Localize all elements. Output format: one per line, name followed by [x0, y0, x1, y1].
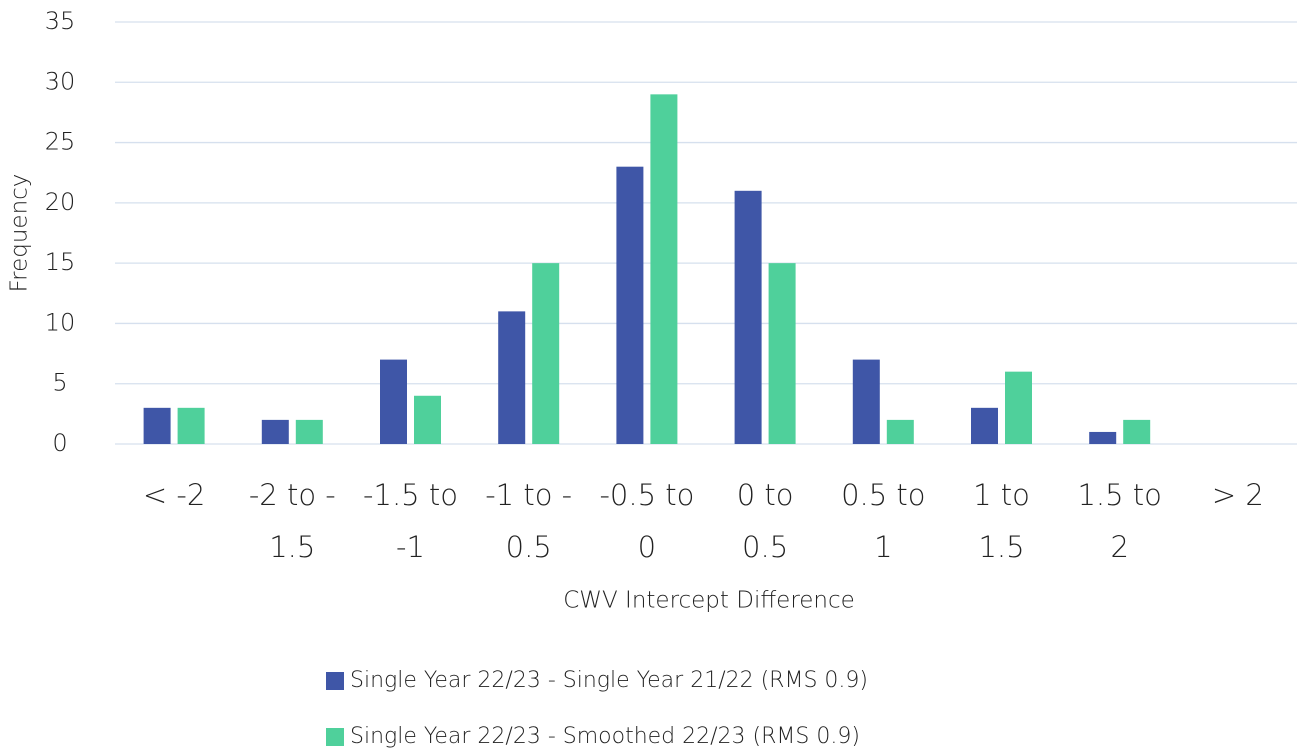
x-tick-label: -2 to -	[249, 478, 336, 512]
x-tick-label: 0	[638, 530, 656, 564]
bar	[886, 419, 914, 444]
bar	[852, 359, 880, 444]
x-tick-label: 0.5	[742, 530, 788, 564]
bar	[650, 94, 678, 444]
legend-label: Single Year 22/23 - Single Year 21/22 (R…	[350, 668, 868, 693]
bar	[261, 419, 289, 444]
bar	[1123, 419, 1151, 444]
x-tick-label: -1 to -	[485, 478, 572, 512]
bar	[971, 407, 998, 444]
x-tick-label: 1.5	[269, 530, 315, 564]
y-tick-label: 15	[45, 248, 76, 276]
x-tick-label: -0.5 to	[599, 478, 694, 512]
x-tick-label: 0 to	[737, 478, 794, 512]
x-tick-label: -1	[396, 530, 425, 564]
bar	[768, 263, 796, 444]
bar	[143, 407, 171, 444]
y-tick-label: 25	[45, 128, 76, 156]
x-tick-label: 1 to	[973, 478, 1030, 512]
bar	[380, 359, 407, 444]
y-tick-label: 0	[52, 429, 67, 457]
x-tick-label: 0.5	[506, 530, 552, 564]
bar	[1089, 431, 1117, 444]
x-tick-label: 1.5 to	[1077, 478, 1161, 512]
x-tick-label: 1.5	[978, 530, 1024, 564]
x-tick-label: > 2	[1212, 478, 1264, 512]
bar	[177, 407, 205, 444]
bar	[734, 190, 762, 444]
bar	[295, 419, 323, 444]
y-tick-label: 30	[45, 67, 76, 95]
y-tick-label: 20	[45, 188, 76, 216]
y-tick-label: 5	[52, 369, 67, 397]
y-tick-label: 35	[45, 7, 76, 35]
x-tick-label: -1.5 to	[363, 478, 458, 512]
y-axis-title: Frequency	[7, 174, 33, 293]
legend-marker	[326, 672, 344, 690]
x-tick-label: 2	[1110, 530, 1128, 564]
legend-label: Single Year 22/23 - Smoothed 22/23 (RMS …	[350, 724, 860, 749]
bar	[532, 263, 560, 444]
x-tick-label: 1	[874, 530, 892, 564]
x-tick-label: < -2	[143, 478, 205, 512]
x-tick-label: 0.5 to	[841, 478, 925, 512]
x-axis-title: CWV Intercept Difference	[563, 588, 855, 614]
legend-marker	[326, 728, 344, 746]
y-tick-label: 10	[45, 308, 76, 336]
bar	[414, 395, 441, 444]
bar	[498, 311, 526, 444]
bar	[1005, 371, 1032, 444]
bar	[616, 166, 644, 444]
